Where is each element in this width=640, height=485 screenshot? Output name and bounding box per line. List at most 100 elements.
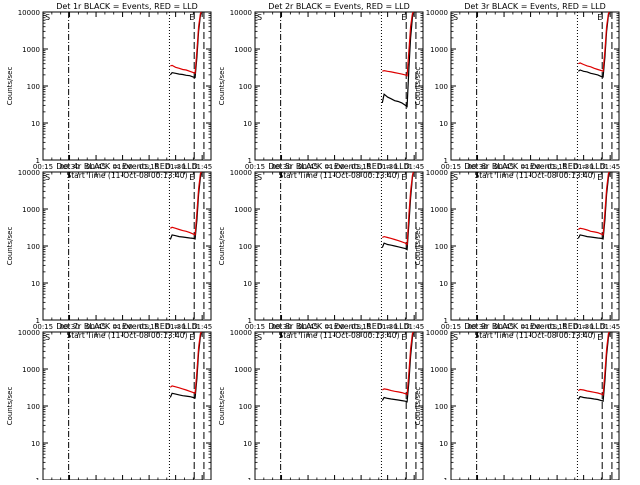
panel-title-7: Det 7r BLACK = Events, RED = LLD [56,322,198,331]
x-tick-label: 01:30 [378,323,398,331]
x-tick-label: 01:00 [112,163,132,171]
x-tick-label: 00:30 [271,163,291,171]
panel-title-2: Det 2r BLACK = Events, RED = LLD [268,2,410,11]
panel-title-4: Det 4r BLACK = Events, RED = LLD [56,162,198,171]
y-tick-label: 1000 [430,46,448,54]
y-tick-label: 10000 [426,9,448,17]
panel-title-8: Det 8r BLACK = Events, RED = LLD [268,322,410,331]
y-tick-label: 1000 [22,46,40,54]
y-tick-label: 10 [243,440,252,448]
marker-e: E [401,173,406,182]
x-tick-label: 01:45 [600,163,620,171]
y-axis-label: Counts/sec [218,387,226,426]
y-axis-label: Counts/sec [218,227,226,266]
y-tick-label: 10000 [18,329,40,337]
y-tick-label: 10000 [230,9,252,17]
y-tick-label: 1 [36,157,40,165]
series-line-lld [382,171,414,246]
y-tick-label: 10 [243,280,252,288]
y-tick-label: 10 [439,440,448,448]
marker-s: S [257,173,262,182]
marker-s: S [453,13,458,22]
y-tick-label: 10 [243,120,252,128]
x-tick-label: 00:15 [441,323,461,331]
x-axis-label: Start Time (11-Oct-08 00:13:40) [474,171,595,180]
x-tick-label: 00:30 [59,323,79,331]
x-tick-label: 00:15 [33,323,53,331]
marker-e: E [401,13,406,22]
x-tick-label: 00:45 [494,323,514,331]
y-tick-label: 100 [435,83,448,91]
y-axis-label: Counts/sec [414,227,422,266]
x-tick-label: 01:00 [324,323,344,331]
y-tick-label: 1000 [430,366,448,374]
x-axis-label: Start Time (11-Oct-08 00:13:40) [474,331,595,340]
y-tick-label: 10 [439,280,448,288]
series-line-lld [170,11,202,75]
marker-e: E [189,13,194,22]
x-tick-label: 01:00 [520,323,540,331]
x-tick-label: 00:15 [33,163,53,171]
y-tick-label: 1000 [22,366,40,374]
x-tick-label: 01:45 [404,163,424,171]
series-line-events [577,11,610,78]
y-tick-label: 100 [435,243,448,251]
y-tick-label: 10000 [426,169,448,177]
marker-s: S [257,333,262,342]
x-tick-label: 00:45 [86,163,106,171]
x-tick-label: 00:15 [245,163,265,171]
x-tick-label: 00:45 [86,323,106,331]
y-axis-label: Counts/sec [414,387,422,426]
marker-e: E [189,173,194,182]
y-tick-label: 100 [239,83,252,91]
y-tick-label: 100 [239,243,252,251]
x-axis-label: Start Time (11-Oct-08 00:13:40) [66,331,187,340]
series-line-events [169,11,202,79]
y-tick-label: 1 [444,157,448,165]
x-tick-label: 01:45 [600,323,620,331]
x-tick-label: 01:15 [547,323,567,331]
x-tick-label: 00:30 [467,323,487,331]
x-tick-label: 01:00 [324,163,344,171]
series-line-lld [577,171,610,236]
panel-title-6: Det 6r BLACK = Events, RED = LLD [464,162,606,171]
y-tick-label: 100 [27,83,40,91]
panel-7: 11010010001000000:1500:3000:4501:0001:15… [6,329,212,485]
y-tick-label: 10 [31,120,40,128]
x-tick-label: 00:15 [245,323,265,331]
marker-s: S [45,333,50,342]
series-line-lld [381,331,414,396]
x-tick-label: 00:15 [441,163,461,171]
series-line-events [381,11,414,108]
y-tick-label: 10 [439,120,448,128]
series-line-events [169,331,202,399]
y-tick-label: 10 [31,280,40,288]
y-tick-label: 100 [435,403,448,411]
y-axis-label: Counts/sec [6,227,14,266]
panel-title-9: Det 9r BLACK = Events, RED = LLD [464,322,606,331]
x-tick-label: 01:15 [547,163,567,171]
x-tick-label: 01:30 [574,323,594,331]
y-tick-label: 10000 [230,329,252,337]
x-tick-label: 01:15 [139,163,159,171]
x-tick-label: 01:30 [574,163,594,171]
marker-e: E [401,333,406,342]
y-tick-label: 1000 [22,206,40,214]
panel-title-1: Det 1r BLACK = Events, RED = LLD [56,2,198,11]
x-tick-label: 00:45 [494,163,514,171]
x-tick-label: 00:30 [59,163,79,171]
series-line-events [577,331,610,403]
y-tick-label: 10000 [230,169,252,177]
y-tick-label: 10000 [18,169,40,177]
marker-s: S [45,13,50,22]
x-tick-label: 00:30 [271,323,291,331]
x-tick-label: 01:00 [520,163,540,171]
x-tick-label: 01:30 [378,163,398,171]
x-tick-label: 01:30 [166,163,186,171]
panel-8: 11010010001000000:1500:3000:4501:0001:15… [218,329,424,485]
series-line-events [169,171,202,240]
